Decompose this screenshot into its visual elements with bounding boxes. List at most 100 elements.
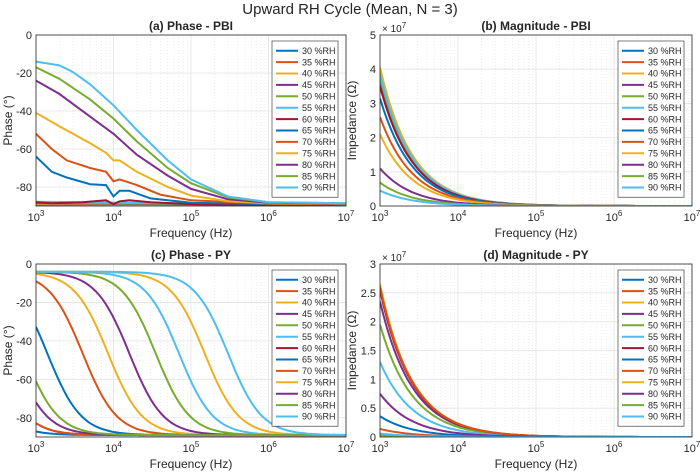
axes-box — [379, 263, 693, 438]
y-tick-label: -60 — [16, 374, 32, 386]
x-tick-label: 105 — [183, 209, 200, 224]
axes-box — [35, 34, 347, 207]
y-tick-label: 5 — [370, 30, 376, 42]
x-tick-exponent: 7 — [696, 209, 700, 218]
x-tick-exponent: 3 — [40, 209, 45, 218]
x-tick-base: 10 — [28, 212, 40, 224]
legend-label: 45 %RH — [648, 309, 682, 319]
axes-box — [379, 34, 693, 207]
legend-label: 30 %RH — [302, 275, 336, 285]
chart-title: (c) Phase - PY — [151, 248, 231, 262]
series-line — [36, 60, 346, 205]
y-tick-label: -20 — [16, 297, 32, 309]
x-tick-exponent: 5 — [540, 440, 545, 449]
y-tick-label: -60 — [16, 144, 32, 156]
x-tick-base: 10 — [183, 443, 195, 455]
y-tick-label: 4 — [370, 64, 376, 76]
x-tick-exponent: 7 — [696, 440, 700, 449]
legend-label: 35 %RH — [648, 286, 682, 296]
x-tick-exponent: 5 — [540, 209, 545, 218]
x-tick-base: 10 — [606, 443, 618, 455]
legend-label: 75 %RH — [302, 149, 336, 159]
legend-label: 55 %RH — [302, 103, 336, 113]
y-tick-label: 0 — [26, 30, 32, 42]
y-tick-label: -40 — [16, 106, 32, 118]
x-tick-base: 10 — [372, 443, 384, 455]
x-tick-base: 10 — [338, 212, 350, 224]
series-line — [36, 155, 346, 206]
legend-label: 75 %RH — [648, 378, 682, 388]
x-tick-label: 104 — [450, 440, 467, 455]
legend-label: 35 %RH — [302, 286, 336, 296]
x-tick-label: 107 — [684, 209, 700, 224]
y-tick-label: -80 — [16, 182, 32, 194]
legend-label: 40 %RH — [648, 298, 682, 308]
x-tick-exponent: 6 — [272, 209, 277, 218]
legend-label: 70 %RH — [648, 137, 682, 147]
x-tick-exponent: 5 — [195, 440, 200, 449]
x-tick-label: 106 — [606, 209, 623, 224]
x-tick-exponent: 4 — [117, 209, 122, 218]
legend-label: 40 %RH — [302, 298, 336, 308]
series-line — [36, 112, 346, 206]
legend-label: 30 %RH — [648, 46, 682, 56]
legend-label: 50 %RH — [302, 92, 336, 102]
x-tick-label: 105 — [528, 209, 545, 224]
chart-title: (d) Magnitude - PY — [483, 248, 588, 262]
legend-label: 50 %RH — [648, 92, 682, 102]
legend-label: 90 %RH — [302, 412, 336, 422]
y-tick-label: -20 — [16, 68, 32, 80]
x-tick-exponent: 7 — [350, 440, 355, 449]
x-tick-base: 10 — [338, 443, 350, 455]
x-axis-label: Frequency (Hz) — [150, 226, 233, 240]
legend-label: 70 %RH — [302, 366, 336, 376]
legend-label: 45 %RH — [302, 80, 336, 90]
x-axis-label: Frequency (Hz) — [495, 226, 578, 240]
x-tick-label: 103 — [28, 440, 45, 455]
chart-title: (b) Magnitude - PBI — [481, 19, 590, 33]
x-tick-base: 10 — [528, 443, 540, 455]
legend-label: 90 %RH — [302, 183, 336, 193]
y-tick-label: 0 — [370, 201, 376, 213]
legend-label: 80 %RH — [302, 160, 336, 170]
legend-label: 60 %RH — [648, 343, 682, 353]
y-axis-label: Impedance (Ω) — [345, 311, 359, 391]
x-tick-exponent: 3 — [384, 209, 389, 218]
x-tick-base: 10 — [684, 443, 696, 455]
legend-label: 55 %RH — [648, 103, 682, 113]
legend-label: 65 %RH — [648, 355, 682, 365]
legend-label: 60 %RH — [648, 114, 682, 124]
legend-label: 85 %RH — [302, 400, 336, 410]
x-tick-label: 103 — [372, 209, 389, 224]
x-tick-label: 105 — [528, 440, 545, 455]
y-axis-label: Impedance (Ω) — [345, 81, 359, 161]
x-tick-label: 106 — [606, 440, 623, 455]
series-line — [36, 270, 346, 436]
y-tick-label: 0.5 — [361, 403, 376, 415]
x-tick-label: 104 — [105, 209, 122, 224]
series-group — [36, 270, 346, 437]
legend-label: 50 %RH — [648, 321, 682, 331]
exponent-base: × 10 — [382, 253, 402, 264]
legend-label: 55 %RH — [302, 332, 336, 342]
series-line — [36, 199, 346, 206]
legend-label: 85 %RH — [302, 171, 336, 181]
x-tick-exponent: 4 — [462, 209, 467, 218]
x-tick-label: 107 — [338, 209, 355, 224]
x-tick-exponent: 3 — [40, 440, 45, 449]
legend-label: 65 %RH — [302, 355, 336, 365]
x-tick-base: 10 — [528, 212, 540, 224]
x-tick-base: 10 — [260, 443, 272, 455]
x-tick-exponent: 6 — [618, 209, 623, 218]
legend-label: 85 %RH — [648, 400, 682, 410]
x-tick-label: 107 — [338, 440, 355, 455]
y-tick-label: 2.5 — [361, 288, 376, 300]
figure-title: Upward RH Cycle (Mean, N = 3) — [242, 1, 458, 18]
legend-label: 40 %RH — [302, 69, 336, 79]
y-exponent-label: × 107 — [382, 21, 407, 35]
